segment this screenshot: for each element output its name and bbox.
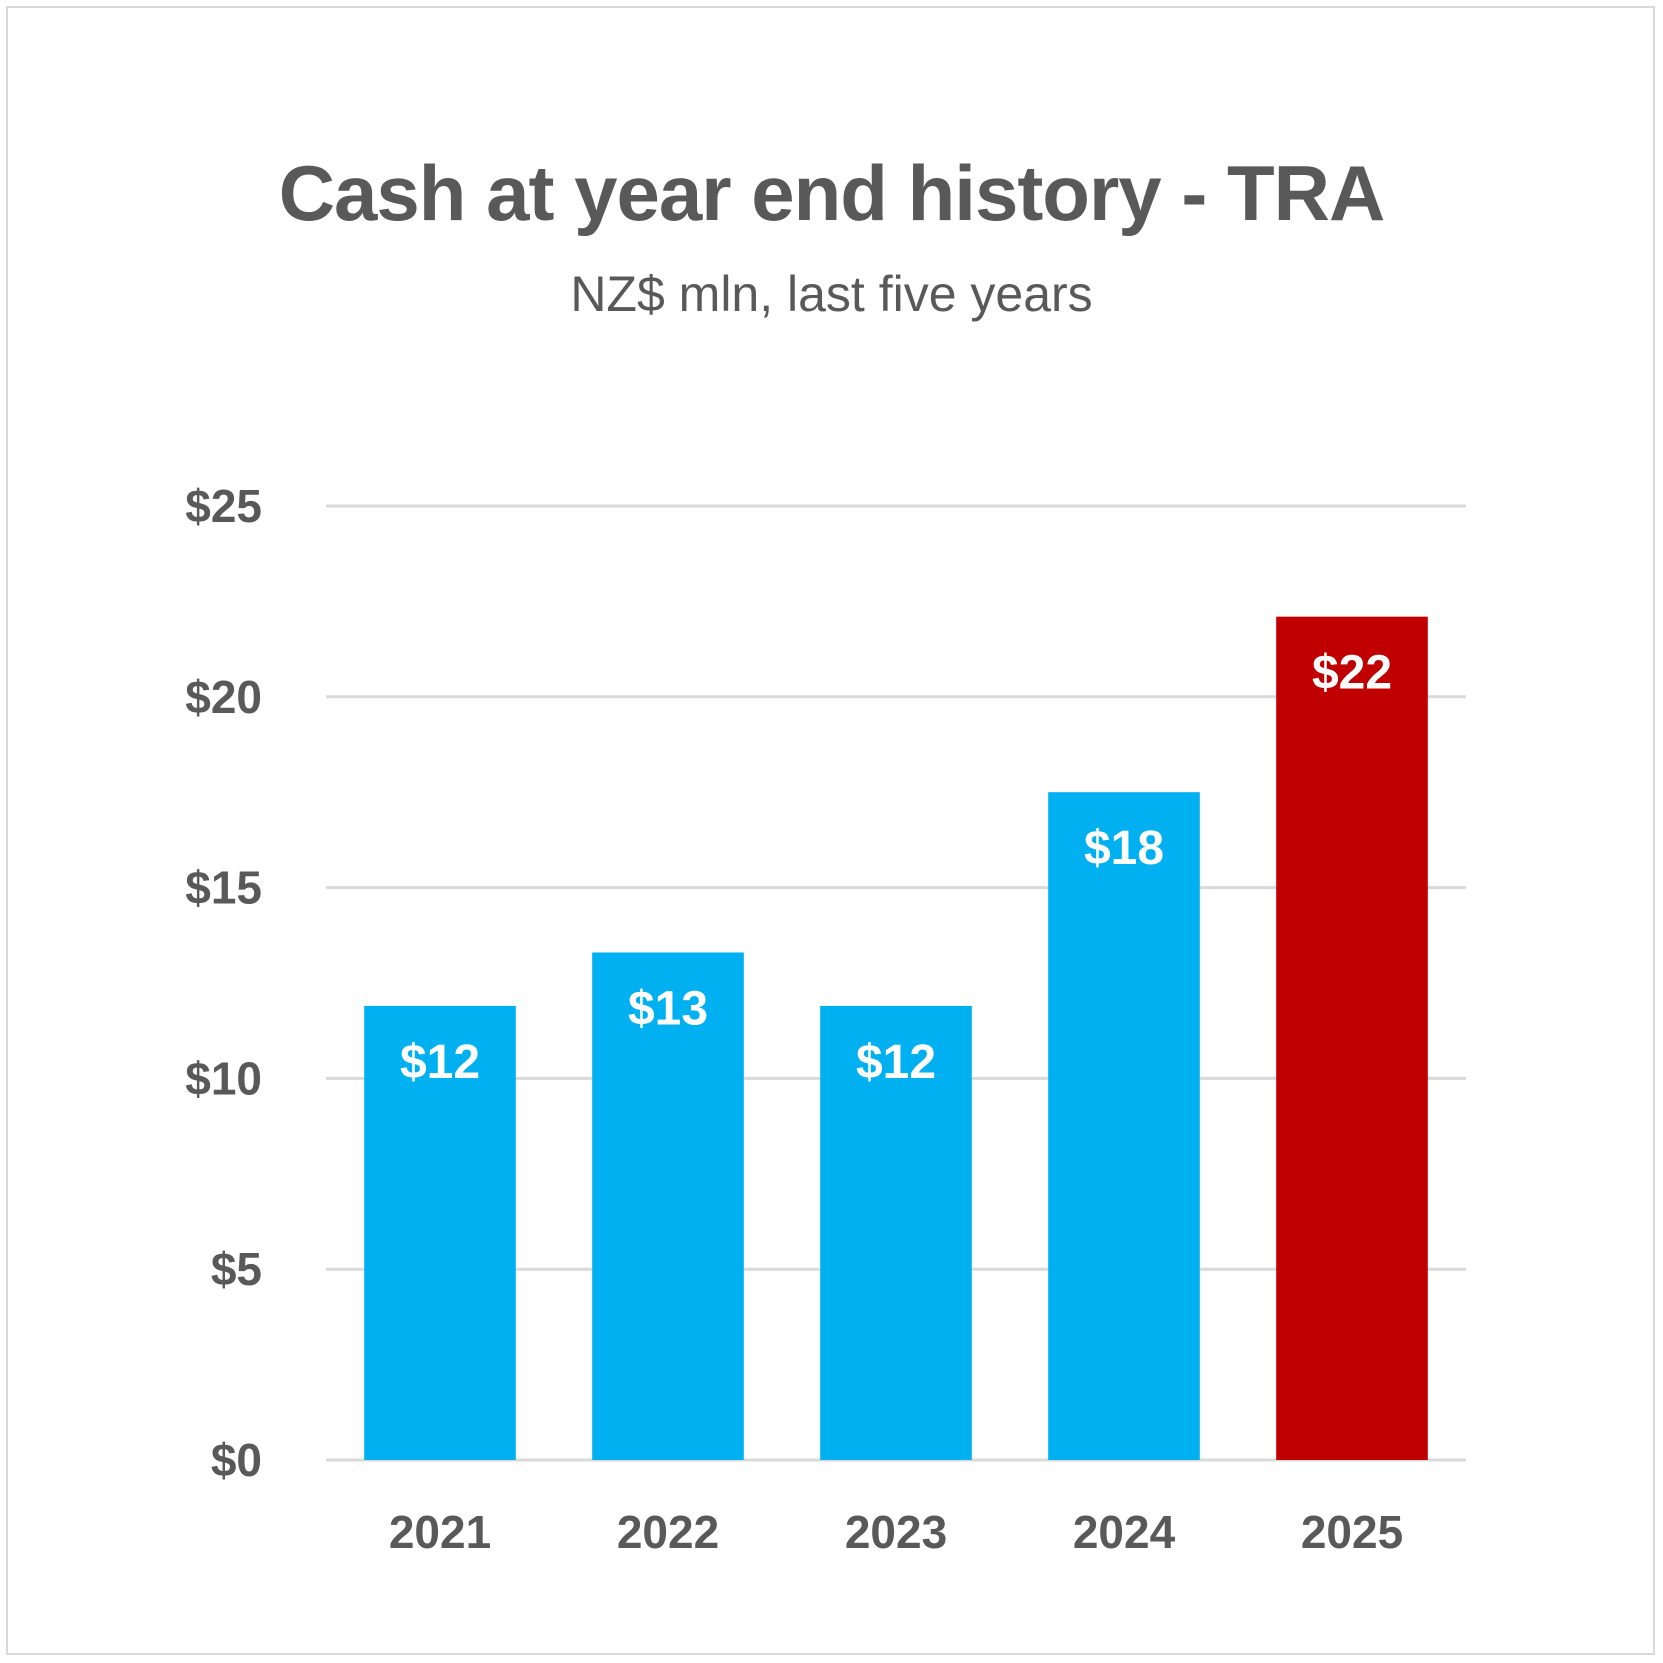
data-label: $22 (1312, 647, 1392, 700)
data-label: $12 (400, 1036, 480, 1089)
y-tick-label: $5 (211, 1243, 262, 1295)
x-tick-label: 2025 (1301, 1506, 1403, 1558)
x-tick-label: 2024 (1073, 1506, 1176, 1558)
data-label: $18 (1084, 822, 1164, 875)
bar-2023 (820, 1005, 972, 1460)
y-tick-label: $20 (185, 671, 262, 723)
data-label: $12 (856, 1036, 936, 1089)
y-tick-label: $0 (211, 1434, 262, 1486)
x-tick-label: 2021 (389, 1506, 491, 1558)
bars (364, 616, 1428, 1460)
y-tick-label: $15 (185, 862, 262, 914)
data-labels: $12 $13 $12 $18 $22 (400, 647, 1392, 1089)
chart-title: Cash at year end history - TRA (278, 149, 1386, 237)
bar-2025 (1276, 616, 1428, 1460)
bar-2024 (1048, 792, 1200, 1460)
y-tick-label: $10 (185, 1052, 262, 1104)
y-tick-label: $25 (185, 480, 262, 532)
x-tick-label: 2022 (617, 1506, 719, 1558)
bar-2021 (364, 1005, 516, 1460)
x-axis-tick-labels: 2021 2022 2023 2024 2025 (389, 1506, 1403, 1558)
y-axis-tick-labels: $0 $5 $10 $15 $20 $25 (185, 480, 262, 1486)
chart-subtitle: NZ$ mln, last five years (570, 266, 1093, 322)
data-label: $13 (628, 982, 708, 1035)
x-tick-label: 2023 (845, 1506, 947, 1558)
bar-2022 (592, 952, 744, 1460)
